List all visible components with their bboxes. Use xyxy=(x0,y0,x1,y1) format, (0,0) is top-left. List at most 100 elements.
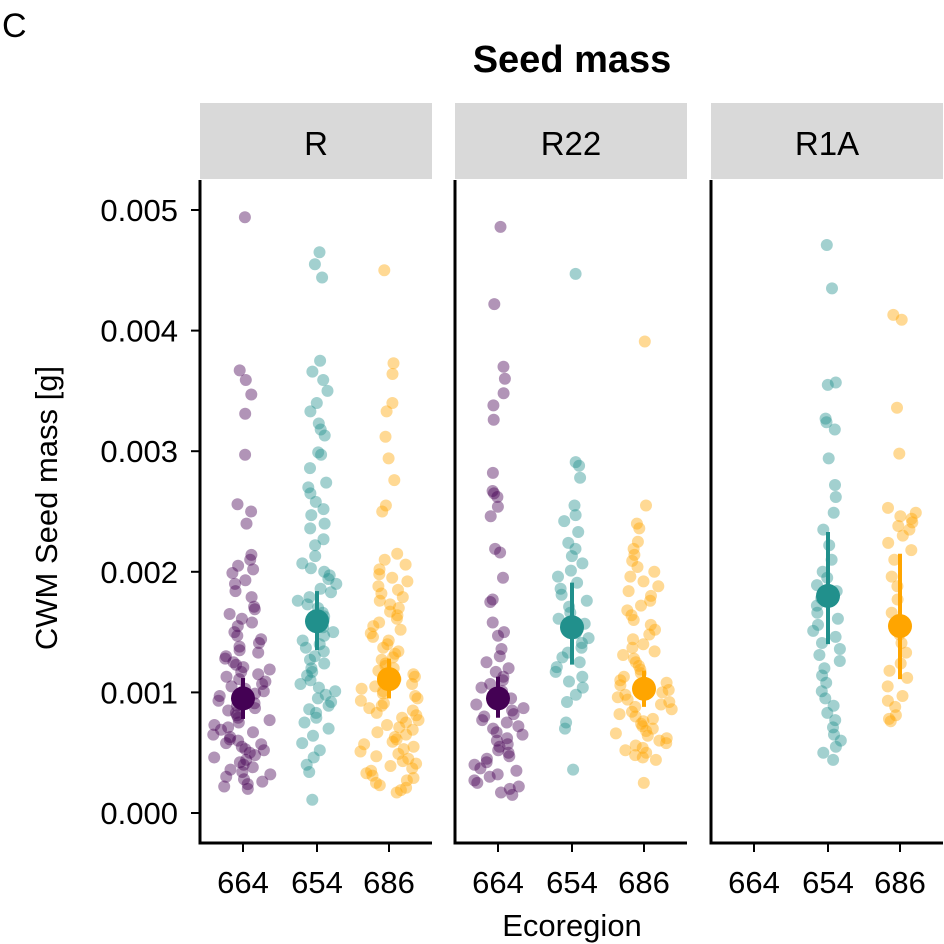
data-point xyxy=(888,553,901,566)
data-point xyxy=(247,726,259,739)
data-point xyxy=(891,401,903,414)
data-point xyxy=(222,704,235,717)
data-point xyxy=(322,722,335,735)
data-point xyxy=(410,757,423,770)
data-point xyxy=(393,721,406,734)
data-point xyxy=(896,529,909,542)
data-point xyxy=(829,376,842,389)
data-point xyxy=(580,594,593,607)
data-point xyxy=(497,571,509,584)
data-point xyxy=(617,649,630,661)
data-point xyxy=(573,459,586,472)
data-point xyxy=(488,298,501,311)
data-point xyxy=(313,246,326,259)
data-point xyxy=(263,714,276,727)
data-point xyxy=(248,600,261,613)
data-point xyxy=(486,616,499,629)
data-point xyxy=(556,651,569,664)
data-point xyxy=(881,694,894,707)
data-point xyxy=(574,471,587,484)
data-point xyxy=(312,446,325,459)
data-point xyxy=(318,657,331,670)
data-point xyxy=(501,732,514,745)
data-point xyxy=(484,678,497,690)
data-point xyxy=(396,755,409,768)
data-point xyxy=(609,727,622,740)
data-point xyxy=(901,671,914,684)
data-point xyxy=(468,758,481,771)
data-point xyxy=(207,728,220,741)
data-point xyxy=(648,565,661,578)
data-point xyxy=(497,360,510,373)
data-point xyxy=(822,452,835,465)
data-point xyxy=(317,503,330,516)
data-point xyxy=(903,523,916,536)
mean-point xyxy=(816,583,840,608)
data-point xyxy=(384,598,397,611)
data-point xyxy=(510,764,523,777)
data-point xyxy=(640,725,653,737)
data-point xyxy=(244,553,257,566)
data-point xyxy=(360,767,373,780)
data-point xyxy=(371,726,384,739)
data-point xyxy=(631,535,644,548)
data-point xyxy=(303,703,316,716)
data-point xyxy=(366,769,379,782)
data-point xyxy=(208,719,221,731)
data-point xyxy=(885,570,898,583)
data-point xyxy=(255,738,268,751)
x-tick-label: 686 xyxy=(363,865,415,900)
data-point xyxy=(484,510,497,523)
data-point xyxy=(644,594,657,607)
data-point xyxy=(490,726,503,739)
data-point xyxy=(649,753,662,766)
data-point xyxy=(291,594,304,607)
data-point xyxy=(377,697,390,710)
data-point xyxy=(306,665,319,678)
data-point xyxy=(301,598,314,611)
data-point xyxy=(363,702,376,715)
data-point xyxy=(370,776,382,789)
data-point xyxy=(311,692,324,705)
data-point xyxy=(641,729,654,742)
data-point xyxy=(239,407,252,420)
facet-panels: R 664 654 686 R22 664 654 686 R1A 664 654 686 xyxy=(198,103,943,900)
data-point xyxy=(813,649,826,661)
data-point xyxy=(231,620,244,633)
data-point xyxy=(233,364,246,377)
data-point xyxy=(476,714,489,727)
data-point xyxy=(636,751,649,764)
data-point xyxy=(231,709,243,722)
data-point xyxy=(652,580,665,593)
data-point xyxy=(889,709,902,722)
data-point xyxy=(635,717,648,730)
data-point xyxy=(373,594,386,607)
data-point xyxy=(256,775,269,788)
data-point xyxy=(317,645,330,658)
data-point xyxy=(224,731,237,743)
data-point xyxy=(317,533,330,546)
data-point xyxy=(498,372,511,385)
data-point xyxy=(409,690,422,702)
facet-strip-label: R22 xyxy=(541,125,602,162)
data-point xyxy=(253,637,265,649)
data-point xyxy=(323,569,336,582)
data-point xyxy=(561,696,573,708)
data-point xyxy=(625,609,638,622)
data-point xyxy=(325,586,337,599)
data-point xyxy=(239,448,252,461)
data-point xyxy=(640,746,653,759)
data-point xyxy=(559,722,571,735)
data-point xyxy=(636,741,649,754)
data-point xyxy=(240,753,253,766)
data-point xyxy=(378,264,391,277)
data-point xyxy=(382,452,395,465)
data-point xyxy=(218,780,231,793)
points-r-664 xyxy=(207,211,277,795)
data-point xyxy=(367,620,380,633)
x-axis-label: Ecoregion xyxy=(502,908,642,943)
data-point xyxy=(388,731,401,743)
data-point xyxy=(662,684,675,696)
data-point xyxy=(365,764,378,777)
data-point xyxy=(301,669,314,682)
